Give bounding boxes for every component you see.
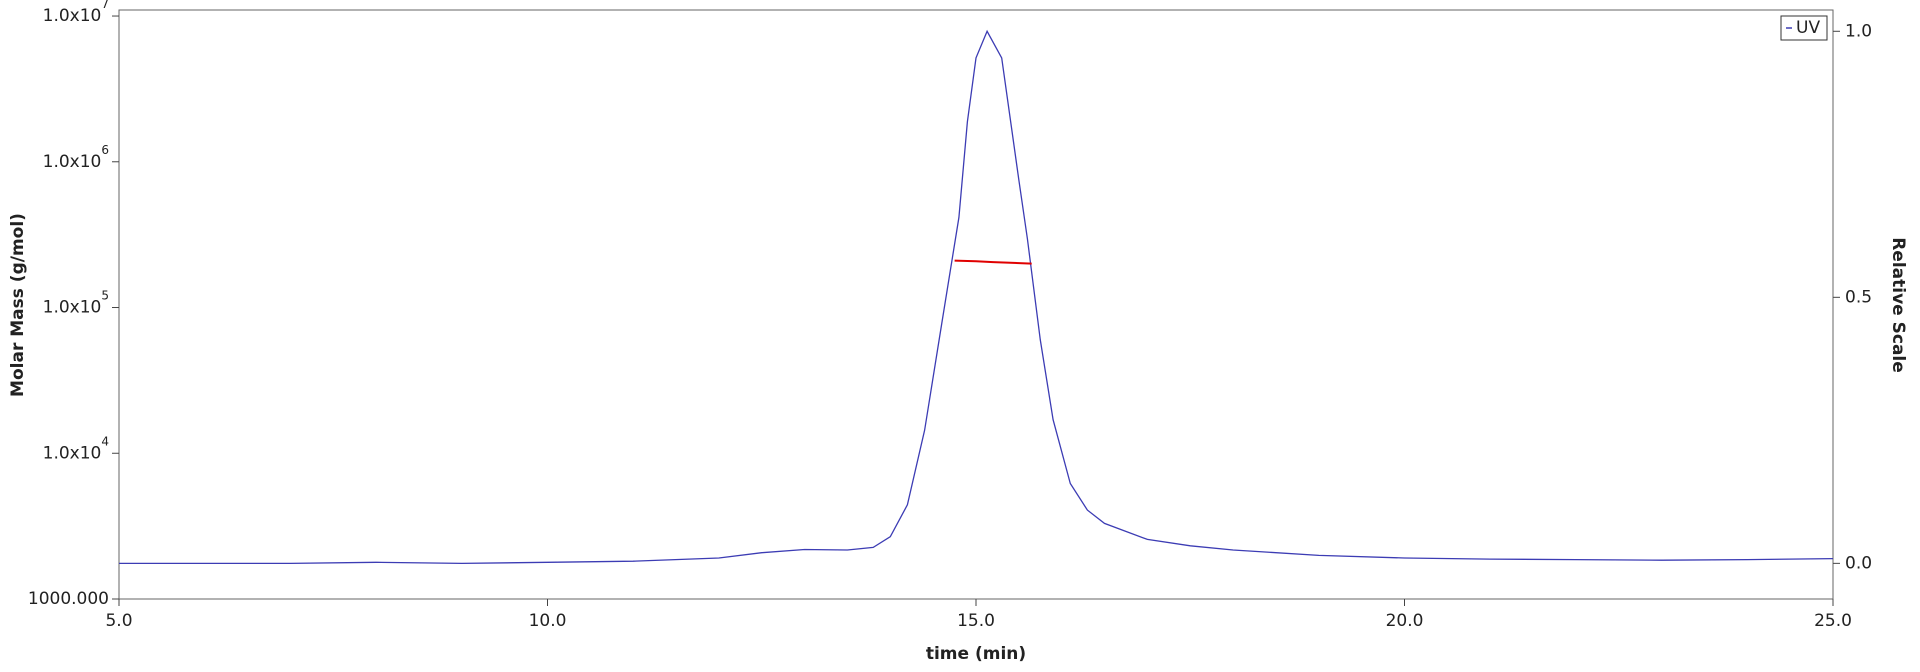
x-tick-label: 5.0 bbox=[105, 611, 132, 631]
y-tick-base: 1000.000 bbox=[28, 589, 109, 609]
y-tick-exponent: 5 bbox=[101, 288, 109, 302]
y-tick-base: 1.0x10 bbox=[43, 298, 102, 318]
y2-tick-label: 0.5 bbox=[1845, 287, 1872, 307]
x-axis-label: time (min) bbox=[926, 644, 1026, 664]
plot-frame bbox=[118, 9, 1834, 600]
data-line bbox=[119, 29, 1834, 565]
y-tick-label: 1.0x104 bbox=[43, 434, 109, 464]
y-tick-label: 1.0x106 bbox=[43, 142, 109, 172]
y-tick-exponent: 4 bbox=[101, 434, 109, 448]
y-tick-base: 1.0x10 bbox=[43, 152, 102, 172]
y-tick-label: 1.0x105 bbox=[43, 288, 109, 318]
y-tick-label: 1000.000 bbox=[28, 589, 109, 609]
x-tick-label: 25.0 bbox=[1814, 611, 1852, 631]
y-axis-label: Molar Mass (g/mol) bbox=[8, 213, 28, 397]
y-tick-label: 1.0x107 bbox=[43, 0, 109, 26]
data-line bbox=[954, 259, 1032, 265]
legend-label: UV bbox=[1796, 18, 1820, 38]
y2-axis-label: Relative Scale bbox=[1888, 237, 1908, 373]
x-tick-label: 10.0 bbox=[529, 611, 567, 631]
y-tick-base: 1.0x10 bbox=[43, 443, 102, 463]
y2-tick-label: 0.0 bbox=[1845, 553, 1872, 573]
y-tick-base: 1.0x10 bbox=[43, 6, 102, 26]
y2-tick-label: 1.0 bbox=[1845, 21, 1872, 41]
y-tick-exponent: 6 bbox=[101, 142, 109, 156]
y-tick-exponent: 7 bbox=[101, 0, 109, 11]
x-tick-label: 15.0 bbox=[957, 611, 995, 631]
x-tick-label: 20.0 bbox=[1386, 611, 1424, 631]
